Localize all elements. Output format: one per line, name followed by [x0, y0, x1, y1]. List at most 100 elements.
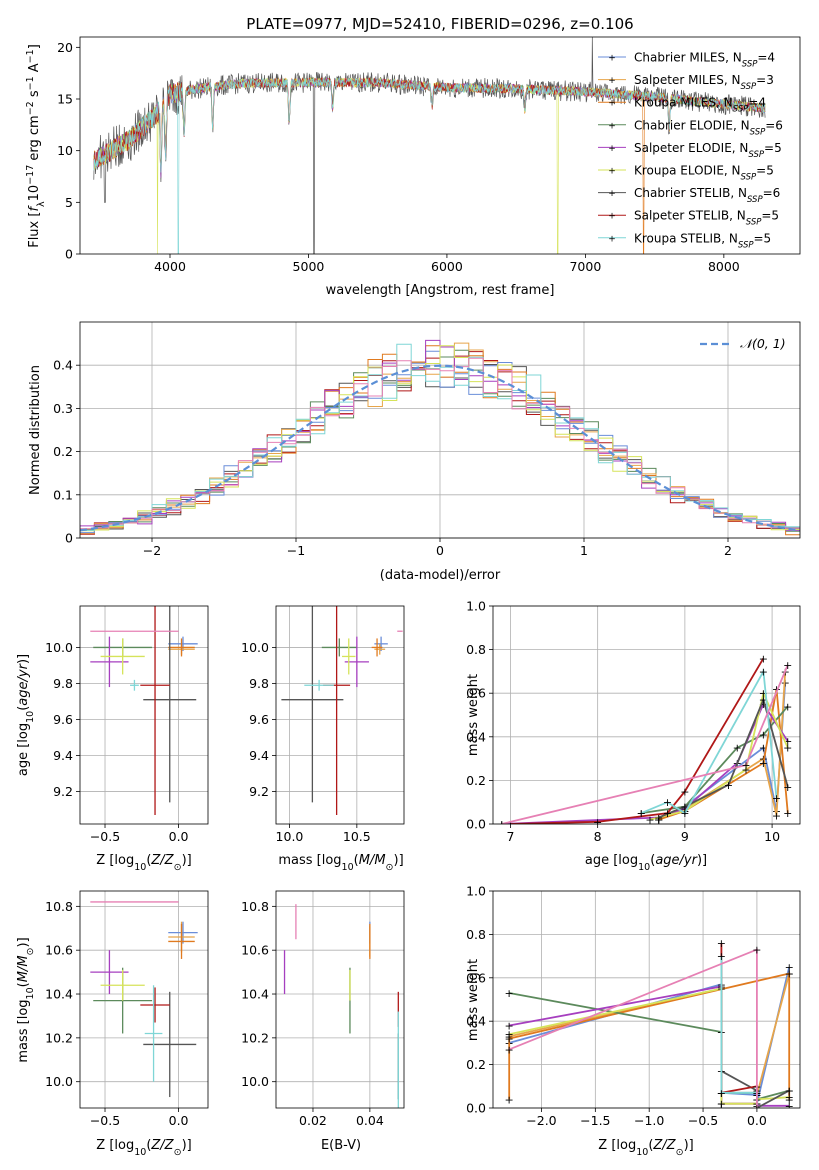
legend-entry-nssp: =5 [761, 209, 779, 223]
z-weight-xlabel: Z [log10(Z/Z⊙)] [598, 1138, 693, 1158]
ebv-mass-xtick-label: 0.04 [356, 1113, 384, 1128]
z-weight-point-marker: + [785, 1100, 794, 1113]
ebv-mass-ytick-label: 10.8 [241, 899, 269, 914]
z-weight-point-marker: + [717, 950, 726, 963]
z-mass-ytick-label: 10.8 [45, 899, 73, 914]
residuals-ylabel: Normed distribution [28, 365, 43, 495]
z-weight-series-line [508, 972, 791, 1100]
legend-entry: Salpeter STELIB, NSSP=5 [634, 209, 779, 228]
age-weight-point-marker: + [759, 652, 768, 665]
mass-age-ytick-label: 9.4 [249, 748, 269, 763]
legend-entry-sub: SSP [738, 240, 754, 250]
age-weight-ytick-label: 1.0 [466, 599, 486, 614]
z-weight-point-marker: + [505, 1093, 514, 1106]
ebv-mass-panel: 0.02 0.04 10.0 10.2 10.4 10.6 10.8 E(B-V) [241, 890, 405, 1153]
legend-entry-sub: SSP [742, 60, 758, 70]
legend-entry-name: Chabrier MILES, N [634, 51, 742, 65]
z-weight-point-marker: + [785, 961, 794, 974]
age-weight-ytick-label: 0.4 [466, 729, 486, 744]
age-weight-point-marker: + [654, 811, 663, 824]
age-weight-point-marker: + [772, 683, 781, 696]
age-weight-point-marker: + [680, 807, 689, 820]
age-weight-point-marker: + [497, 818, 506, 831]
z-weight-point-marker: + [505, 1020, 514, 1033]
age-weight-point-marker: + [783, 742, 792, 755]
age-weight-point-marker: + [645, 814, 654, 827]
z-weight-point-marker: + [505, 987, 514, 1000]
ebv-mass-plot-area [283, 904, 399, 1108]
z-age-ytick-label: 9.2 [53, 784, 73, 799]
mass-age-errorbar-point [374, 643, 386, 655]
legend-entry: Chabrier STELIB, NSSP=6 [634, 186, 780, 205]
legend-entry-sub: SSP [741, 82, 757, 92]
age-weight-series-line [649, 690, 789, 821]
z-mass-xlabel: Z [log10(Z/Z⊙)] [96, 1138, 191, 1158]
ebv-mass-ytick-label: 10.6 [241, 943, 269, 958]
residuals-legend: 𝒩(0, 1) [700, 336, 786, 351]
age-weight-point-marker: + [637, 807, 646, 820]
legend-entry-nssp: =6 [763, 186, 781, 200]
mass-age-errorbar-point [342, 638, 356, 675]
residuals-ytick-label: 0 [65, 531, 73, 546]
legend-entry-sub: SSP [741, 173, 757, 183]
z-mass-errorbar-point [100, 969, 145, 1001]
z-weight-point-marker: + [717, 1087, 726, 1100]
legend-entry: Kroupa MILES, NSSP=4 [634, 96, 766, 115]
residuals-xtick-label: −1 [287, 543, 305, 558]
mass-age-errorbar-point [321, 638, 357, 657]
legend-entry-sub: SSP [733, 105, 749, 115]
mass-age-xlabel: mass [log10(M/M⊙)] [278, 853, 403, 873]
ebv-mass-frame [275, 890, 405, 1109]
age-weight-point-marker: + [663, 807, 672, 820]
legend-entry-nssp: =6 [765, 118, 783, 132]
age-weight-point-marker: + [724, 779, 733, 792]
legend-entry-sub: SSP [747, 195, 763, 205]
z-age-errorbar-point [168, 638, 195, 657]
age-weight-xlabel: age [log10(age/yr)] [585, 853, 707, 873]
age-weight-point-marker: + [741, 764, 750, 777]
z-age-ytick-label: 9.4 [53, 748, 73, 763]
age-weight-point-marker: + [759, 698, 768, 711]
age-weight-point-marker: + [680, 785, 689, 798]
z-weight-ytick-label: 0.2 [466, 1057, 486, 1072]
residuals-xlabel: (data-model)/error [380, 568, 501, 583]
spectrum-ylabel: Flux [fλ10−17 erg cm−2 s−1 A−1] [25, 44, 47, 248]
age-weight-point-marker: + [772, 809, 781, 822]
z-weight-frame [492, 890, 801, 1109]
z-weight-point-marker: + [505, 1033, 514, 1046]
legend-marker: + [608, 99, 616, 109]
ebv-mass-xtick-label: 0.02 [299, 1113, 327, 1128]
legend-entry: Salpeter ELODIE, NSSP=5 [634, 141, 782, 160]
z-weight-panel: +++ ++++++ ++++++++++ ++++++ ++ ++++ ++ +++++++… [466, 884, 801, 1158]
age-weight-point-marker: + [759, 742, 768, 755]
age-weight-point-marker: + [783, 659, 792, 672]
z-mass-errorbar-point [143, 991, 197, 1098]
age-weight-plot-area: +++++++++++++++++++++++++++++++++++++ +++… [497, 652, 792, 831]
z-weight-ytick-label: 0.8 [466, 927, 486, 942]
legend-entry: Kroupa STELIB, NSSP=5 [634, 231, 771, 250]
age-weight-point-marker: + [741, 759, 750, 772]
residuals-ytick-label: 0.3 [53, 401, 73, 416]
residuals-ytick-label: 0.4 [53, 358, 73, 373]
legend-entry: Salpeter MILES, NSSP=3 [634, 73, 774, 92]
age-weight-series-line [658, 696, 789, 819]
age-weight-frame [492, 605, 801, 825]
legend-entry: 𝒩(0, 1) [740, 336, 786, 351]
z-weight-series-line [508, 948, 758, 1108]
mass-age-xtick-label: 10.0 [276, 829, 304, 844]
legend-marker: + [608, 167, 616, 177]
mass-age-ytick-label: 9.2 [249, 784, 269, 799]
mass-age-plot-area [281, 606, 403, 815]
legend-entry-name: Salpeter STELIB, N [634, 209, 746, 223]
z-age-xlabel: Z [log10(Z/Z⊙)] [96, 853, 191, 873]
spectrum-ytick-label: 10 [57, 143, 73, 158]
z-mass-ytick-label: 10.0 [45, 1074, 73, 1089]
spectrum-xlabel: wavelength [Angstrom, rest frame] [326, 283, 555, 298]
z-age-errorbar-point [130, 679, 139, 691]
age-weight-point-marker: + [783, 700, 792, 713]
z-weight-point-marker: + [752, 944, 761, 957]
spectrum-xtick-label: 8000 [708, 259, 740, 274]
age-weight-point-marker: + [680, 801, 689, 814]
legend-entry-name: Chabrier STELIB, N [634, 186, 747, 200]
z-weight-point-marker: + [785, 1093, 794, 1106]
